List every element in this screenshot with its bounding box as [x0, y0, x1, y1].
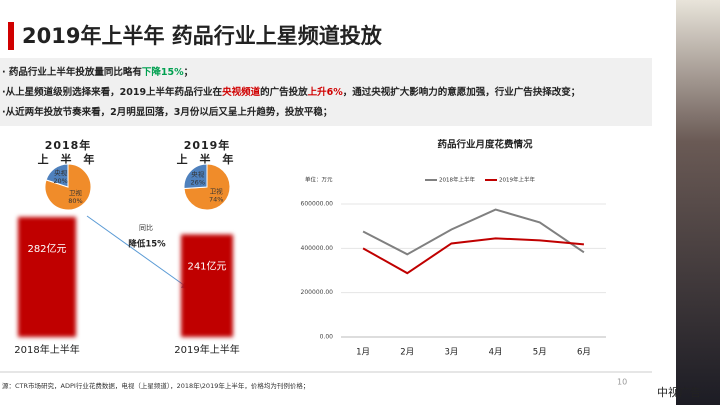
bullet-segment: 上升6% — [308, 86, 344, 98]
bullet: ·从近两年投放节奏来看，2月明显回落，3月份以后又呈上升趋势，投放平稳； — [2, 106, 332, 118]
x-tick-label: 2019年上半年 — [174, 343, 239, 356]
line-series — [362, 208, 585, 256]
bullet: · 药品行业上半年投放量同比略有下降15%； — [2, 66, 193, 78]
pie-value: 20% — [53, 177, 67, 185]
pie-title: 上 半 年 — [177, 152, 238, 166]
bullet-segment: ·从上星频道级别选择来看，2019上半年药品行业在 — [2, 86, 223, 98]
y-tick-label: 200000.00 — [301, 289, 334, 296]
pie-slice — [183, 163, 208, 189]
pie-value: 26% — [191, 178, 205, 186]
annotation: 同比 — [139, 223, 153, 232]
x-tick-label: 2月 — [400, 348, 414, 358]
bar-label: 282亿元 — [27, 242, 66, 255]
bullet-segment: ，通过央视扩大影响力的意愿加强，行业广告抉择改变； — [343, 86, 581, 98]
bar — [181, 234, 233, 337]
pie-slice — [45, 163, 69, 188]
chart-title: 药品行业月度花费情况 — [437, 139, 533, 151]
slide-title: 2019年上半年 药品行业上星频道投放 — [22, 24, 383, 48]
bullet-segment: 的广告投放 — [260, 86, 308, 98]
pie-title: 2018年 — [45, 138, 92, 152]
pie-title: 上 半 年 — [38, 152, 99, 166]
x-tick-label: 6月 — [577, 348, 591, 358]
bar-label: 241亿元 — [187, 259, 226, 272]
bullet-box — [0, 58, 652, 126]
x-tick-label: 5月 — [533, 348, 547, 358]
bullet-segment: 下降15% — [142, 66, 184, 78]
arrow — [86, 215, 190, 290]
watermark: 中视广告 — [657, 385, 701, 399]
side-image — [676, 0, 720, 405]
bullet-segment: ·从近两年投放节奏来看，2月明显回落，3月份以后又呈上升趋势，投放平稳； — [2, 106, 332, 118]
pie-value: 74% — [209, 196, 223, 204]
x-tick-label: 1月 — [356, 348, 370, 358]
x-tick-label: 2018年上半年 — [14, 343, 79, 356]
source: 源：CTR市场研究，ADPI行业花费数据，电视（上星频道），2018年\2019… — [2, 381, 309, 390]
bullet-segment: 央视频道 — [222, 86, 261, 98]
x-tick-label: 4月 — [489, 348, 503, 358]
bullet: ·从上星频道级别选择来看，2019上半年药品行业在央视频道的广告投放上升6%，通… — [2, 86, 580, 98]
y-tick-label: 400000.00 — [301, 245, 334, 252]
pie-label: 卫视 — [69, 188, 83, 197]
pie-value: 80% — [68, 197, 82, 205]
bullet-segment: ； — [184, 67, 194, 78]
pie-label: 央视 — [54, 168, 68, 177]
y-tick-label: 600000.00 — [301, 201, 334, 208]
title-accent — [8, 22, 14, 50]
legend-label: 2019年上半年 — [499, 176, 535, 184]
annotation: 降低15% — [128, 239, 166, 250]
page-number: 10 — [617, 378, 627, 387]
x-tick-label: 3月 — [444, 348, 458, 358]
pie-label: 卫视 — [210, 187, 224, 196]
y-tick-label: 0.00 — [320, 334, 334, 341]
legend-label: 2018年上半年 — [439, 176, 475, 184]
pie-label: 央视 — [191, 169, 205, 178]
bullet-segment: · 药品行业上半年投放量同比略有 — [2, 66, 142, 78]
unit-label: 单位：万元 — [305, 176, 333, 184]
pie-title: 2019年 — [184, 138, 231, 152]
line-series — [362, 237, 585, 275]
bar — [18, 217, 76, 337]
